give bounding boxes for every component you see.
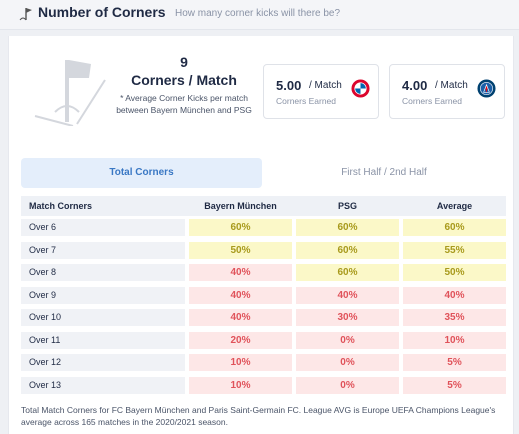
percent-cell: 0% xyxy=(296,354,399,371)
corner-flag-icon xyxy=(19,8,32,21)
percent-cell: 30% xyxy=(296,309,399,326)
percent-cell: 60% xyxy=(296,219,399,236)
row-label: Over 7 xyxy=(21,241,185,259)
percent-cell: 10% xyxy=(189,354,292,371)
table-row: Over 8 40% 60% 50% xyxy=(21,261,506,284)
table-row: Over 7 50% 60% 55% xyxy=(21,239,506,262)
section-title: Number of Corners xyxy=(38,4,166,20)
corners-average-value: 9 xyxy=(180,54,188,70)
corners-average-label: Corners / Match xyxy=(131,72,237,88)
tab-first-second-half[interactable]: First Half / 2nd Half xyxy=(341,167,427,178)
percent-cell: 50% xyxy=(189,241,292,259)
percent-cell: 5% xyxy=(403,376,506,394)
row-label: Over 11 xyxy=(21,331,185,349)
corner-flag-illustration-icon xyxy=(34,60,106,126)
row-label: Over 12 xyxy=(21,354,185,371)
per-match-label: / Match xyxy=(309,80,342,91)
percent-cell: 0% xyxy=(296,376,399,394)
row-label: Over 8 xyxy=(21,264,185,281)
percent-cell: 60% xyxy=(403,219,506,236)
corners-panel: 9 Corners / Match * Average Corner Kicks… xyxy=(8,36,514,434)
percent-cell: 60% xyxy=(189,219,292,236)
percent-cell: 5% xyxy=(403,354,506,371)
percent-cell: 60% xyxy=(296,241,399,259)
corners-table: Match Corners Bayern München PSG Average… xyxy=(21,196,506,396)
percent-cell: 40% xyxy=(189,309,292,326)
team-card-bayern: 5.00 / Match Corners Earned xyxy=(263,64,379,119)
table-row: Over 13 10% 0% 5% xyxy=(21,374,506,397)
header-bayern: Bayern München xyxy=(204,201,277,211)
percent-cell: 10% xyxy=(189,376,292,394)
row-label: Over 9 xyxy=(21,286,185,304)
percent-cell: 55% xyxy=(403,241,506,259)
footer-note: Total Match Corners for FC Bayern Münche… xyxy=(21,405,496,427)
corners-earned-label: Corners Earned xyxy=(402,96,463,106)
percent-cell: 40% xyxy=(403,286,506,304)
corners-earned-label: Corners Earned xyxy=(276,96,337,106)
corners-average-note: * Average Corner Kicks per match between… xyxy=(116,93,252,115)
percent-cell: 40% xyxy=(296,286,399,304)
percent-cell: 40% xyxy=(189,264,292,281)
tab-total-corners[interactable]: Total Corners xyxy=(21,158,262,188)
table-row: Over 11 20% 0% 10% xyxy=(21,329,506,352)
section-subtitle: How many corner kicks will there be? xyxy=(175,8,341,19)
percent-cell: 10% xyxy=(403,331,506,349)
percent-cell: 0% xyxy=(296,331,399,349)
percent-cell: 60% xyxy=(296,264,399,281)
table-row: Over 6 60% 60% 60% xyxy=(21,216,506,239)
percent-cell: 50% xyxy=(403,264,506,281)
table-row: Over 10 40% 30% 35% xyxy=(21,306,506,329)
row-label: Over 10 xyxy=(21,309,185,326)
header-average: Average xyxy=(436,201,473,211)
header-psg: PSG xyxy=(337,201,357,211)
row-label: Over 13 xyxy=(21,376,185,394)
table-row: Over 9 40% 40% 40% xyxy=(21,284,506,307)
percent-cell: 20% xyxy=(189,331,292,349)
team-corners-value: 4.00 xyxy=(402,78,428,93)
per-match-label: / Match xyxy=(435,80,468,91)
percent-cell: 35% xyxy=(403,309,506,326)
row-label: Over 6 xyxy=(21,219,185,236)
table-header: Match Corners Bayern München PSG Average xyxy=(21,196,506,216)
team-card-psg: 4.00 / Match Corners Earned xyxy=(389,64,505,119)
psg-logo-icon xyxy=(477,79,496,98)
header-match-corners: Match Corners xyxy=(29,201,93,211)
percent-cell: 40% xyxy=(189,286,292,304)
team-corners-value: 5.00 xyxy=(276,78,302,93)
table-row: Over 12 10% 0% 5% xyxy=(21,351,506,374)
section-header: Number of Corners How many corner kicks … xyxy=(0,0,519,30)
corners-tabs: Total Corners First Half / 2nd Half xyxy=(21,158,506,188)
bayern-logo-icon xyxy=(351,79,370,98)
